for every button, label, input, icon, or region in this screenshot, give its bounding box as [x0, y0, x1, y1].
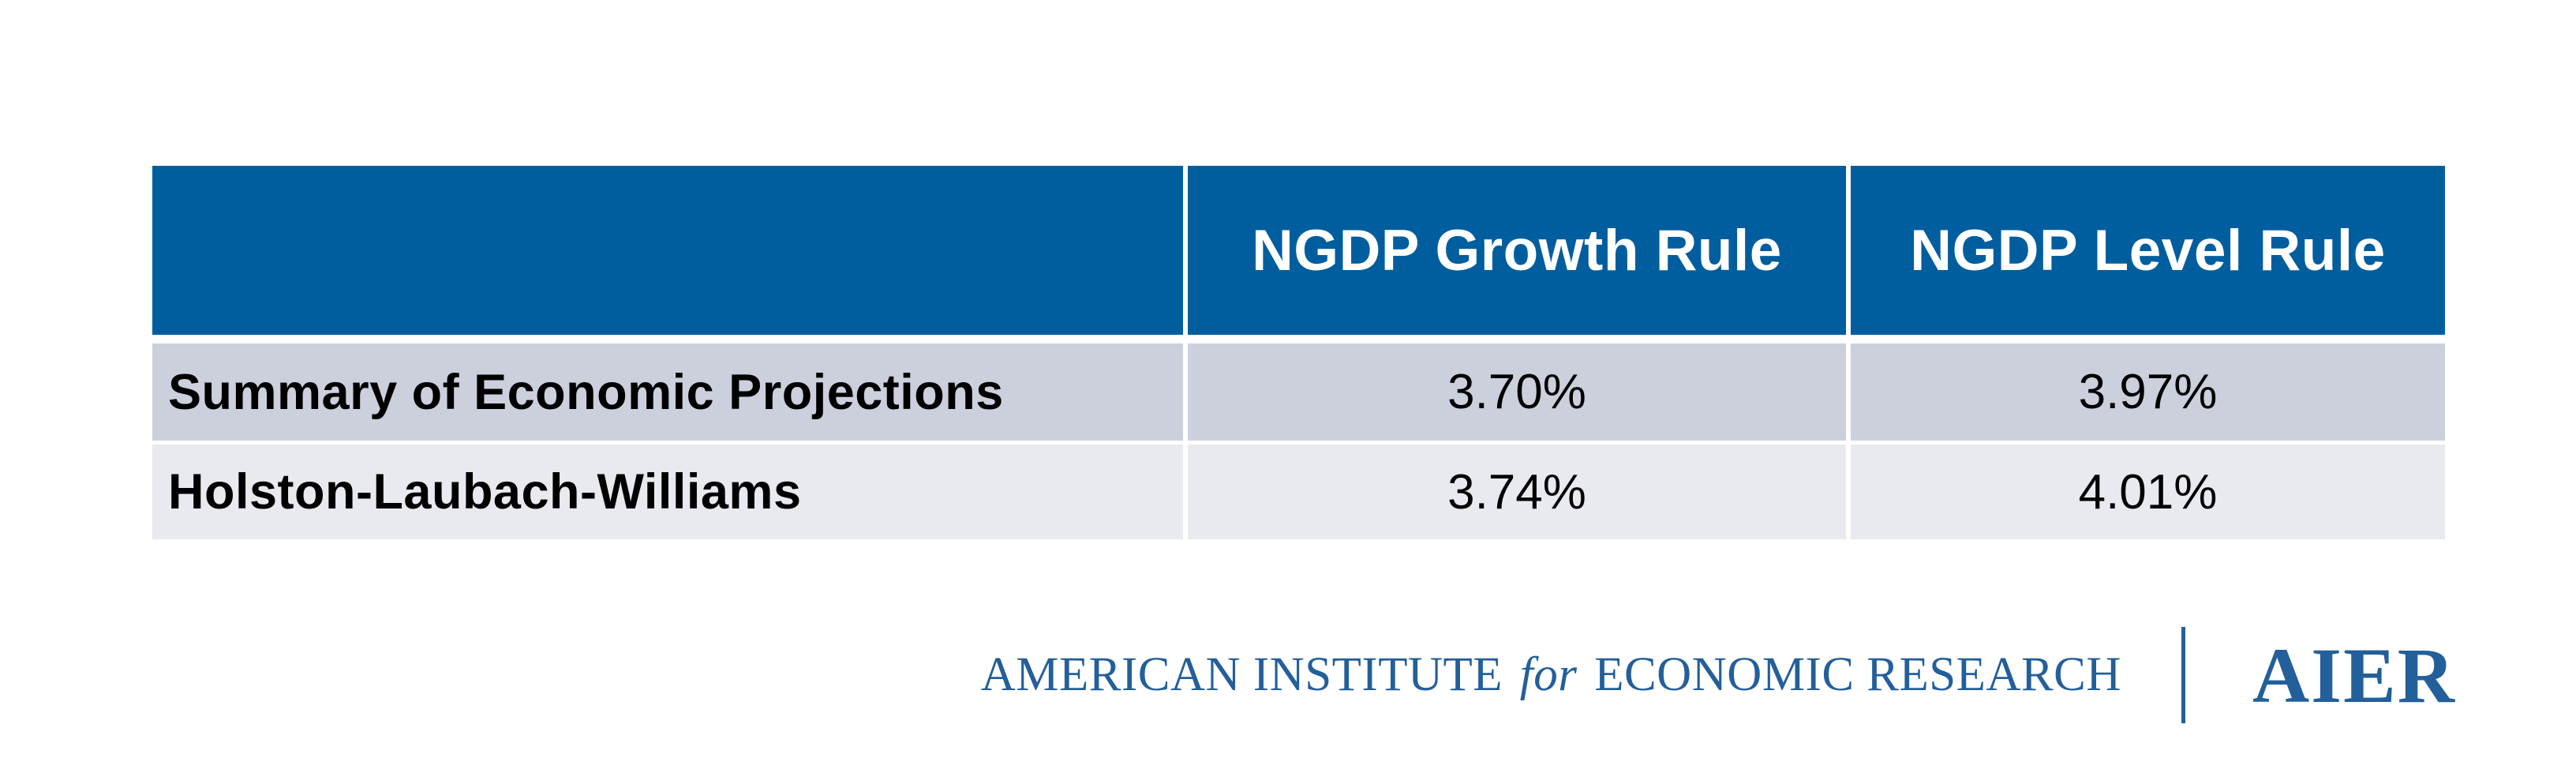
header-body-divider	[152, 335, 2445, 343]
projections-table: NGDP Growth Rule NGDP Level Rule Summary…	[152, 166, 2445, 539]
wordmark-for: for	[1519, 648, 1578, 701]
value-hlw-growth: 3.74%	[1188, 445, 1846, 539]
aier-acronym: AIER	[2252, 631, 2456, 719]
wordmark-part1: AMERICAN INSTITUTE	[980, 648, 1503, 701]
row-label-sep: Summary of Economic Projections	[152, 343, 1183, 441]
aier-logo: AMERICAN INSTITUTE for ECONOMIC RESEARCH…	[981, 627, 2456, 723]
value-hlw-level: 4.01%	[1851, 445, 2445, 539]
wordmark-part2: ECONOMIC RESEARCH	[1594, 648, 2121, 701]
header-cell-ngdp-growth-rule: NGDP Growth Rule	[1188, 166, 1846, 335]
row-label-hlw: Holston-Laubach-Williams	[152, 445, 1183, 539]
value-sep-growth: 3.70%	[1188, 343, 1846, 441]
table-row: Holston-Laubach-Williams 3.74% 4.01%	[152, 445, 2445, 539]
header-cell-empty	[152, 166, 1183, 335]
table-header-row: NGDP Growth Rule NGDP Level Rule	[152, 166, 2445, 335]
table-row: Summary of Economic Projections 3.70% 3.…	[152, 343, 2445, 441]
value-sep-level: 3.97%	[1851, 343, 2445, 441]
logo-divider-bar	[2181, 627, 2185, 723]
aier-wordmark: AMERICAN INSTITUTE for ECONOMIC RESEARCH	[981, 647, 2121, 703]
header-cell-ngdp-level-rule: NGDP Level Rule	[1851, 166, 2445, 335]
